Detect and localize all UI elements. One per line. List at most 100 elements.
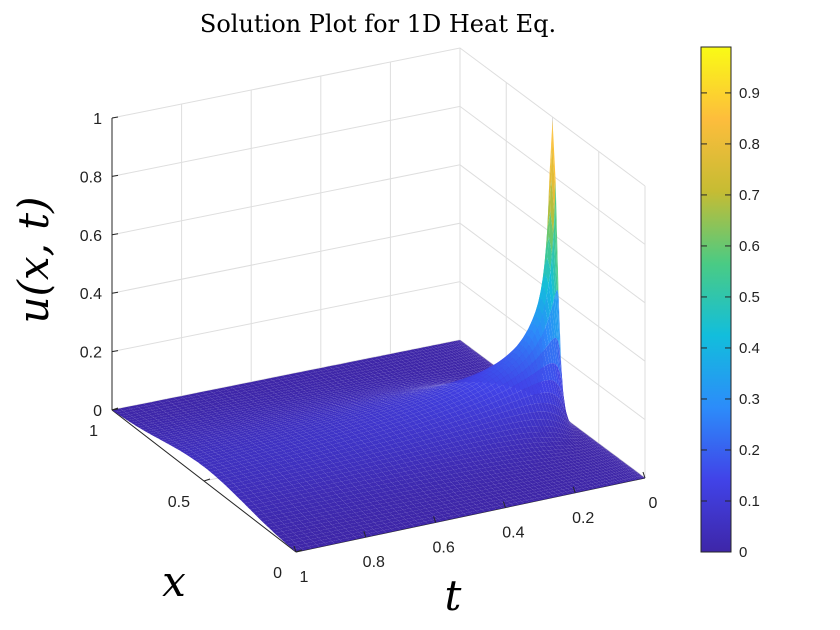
surface-patch [302,539,314,544]
surface-patch [411,477,421,482]
surface-patch [343,399,353,402]
surface-patch [402,440,412,446]
surface-patch [231,489,243,495]
surface-patch [361,424,372,429]
surface-patch [266,426,278,430]
surface-patch [256,495,268,500]
surface-patch [504,374,511,383]
surface-patch [494,483,503,488]
surface-patch [515,407,523,415]
surface-patch [528,317,534,329]
surface-patch [286,451,297,456]
surface-patch [577,482,585,486]
surface-patch [396,509,406,514]
y-axis-label: x [162,557,186,606]
surface-patch [540,461,549,466]
surface-patch [522,490,531,495]
surface-patch [454,366,462,370]
surface-patch [579,441,585,444]
surface-patch [422,412,431,418]
surface-patch [389,412,399,417]
surface-patch [526,336,532,345]
surface-patch [352,423,362,428]
surface-patch [432,441,441,447]
surface-patch [379,400,389,403]
surface-patch [319,401,329,404]
surface-patch [611,472,618,476]
surface-patch [405,470,415,475]
surface-patch [209,423,220,427]
surface-patch [334,508,345,513]
surface-patch [354,368,363,373]
surface-patch [478,356,483,360]
surface-patch [435,403,444,409]
surface-patch [264,474,276,480]
surface-patch [496,502,505,506]
surface-patch [343,455,354,460]
surface-patch [465,433,474,439]
surface-patch [513,498,522,503]
surface-patch [404,486,414,491]
surface-patch [229,423,241,427]
surface-patch [224,399,235,403]
surface-patch [272,491,283,497]
surface-patch [360,373,369,377]
surface-patch [525,345,533,356]
surface-patch [302,503,314,509]
surface-patch [371,408,381,412]
surface-patch [525,443,533,449]
surface-patch [249,460,260,465]
surface-patch [327,384,337,388]
surface-patch [395,424,405,430]
surface-patch [444,368,452,372]
surface-patch [243,382,254,386]
surface-patch [458,449,467,455]
surface-patch [447,395,456,400]
surface-patch [584,466,591,470]
surface-patch [342,524,353,529]
surface-patch [391,481,402,486]
surface-patch [456,419,465,426]
surface-patch [301,492,312,498]
surface-patch [360,359,369,363]
surface-patch [622,462,627,465]
surface-patch [464,370,471,374]
surface-patch [422,383,431,385]
surface-patch [249,413,260,417]
surface-patch [251,404,261,408]
surface-patch [465,344,469,348]
surface-patch [581,440,587,444]
surface-patch [307,425,317,429]
surface-patch [451,508,461,513]
surface-patch [395,468,405,473]
surface-patch [416,394,426,397]
surface-patch [225,483,237,489]
surface-patch [218,468,229,473]
surface-patch [475,368,482,372]
surface-patch [481,358,486,362]
surface-patch [379,397,389,400]
surface-patch [360,491,371,497]
surface-patch [414,427,423,434]
surface-patch [543,273,549,296]
surface-patch [396,379,405,382]
surface-patch [332,497,343,503]
surface-patch [229,453,240,457]
surface-patch [629,469,634,472]
surface-patch [623,479,630,482]
surface-patch [269,382,279,387]
surface-patch [382,374,391,378]
surface-patch [338,441,349,446]
surface-patch [376,397,385,399]
surface-patch [434,364,442,368]
surface-patch [543,464,552,469]
surface-patch [355,433,365,438]
z-gridline [111,222,646,362]
surface-patch [547,236,552,271]
surface-patch [426,500,436,505]
surface-patch [399,393,408,396]
surface-patch [475,455,484,461]
surface-patch [549,119,553,189]
surface-patch [537,487,546,492]
surface-patch [611,461,617,464]
